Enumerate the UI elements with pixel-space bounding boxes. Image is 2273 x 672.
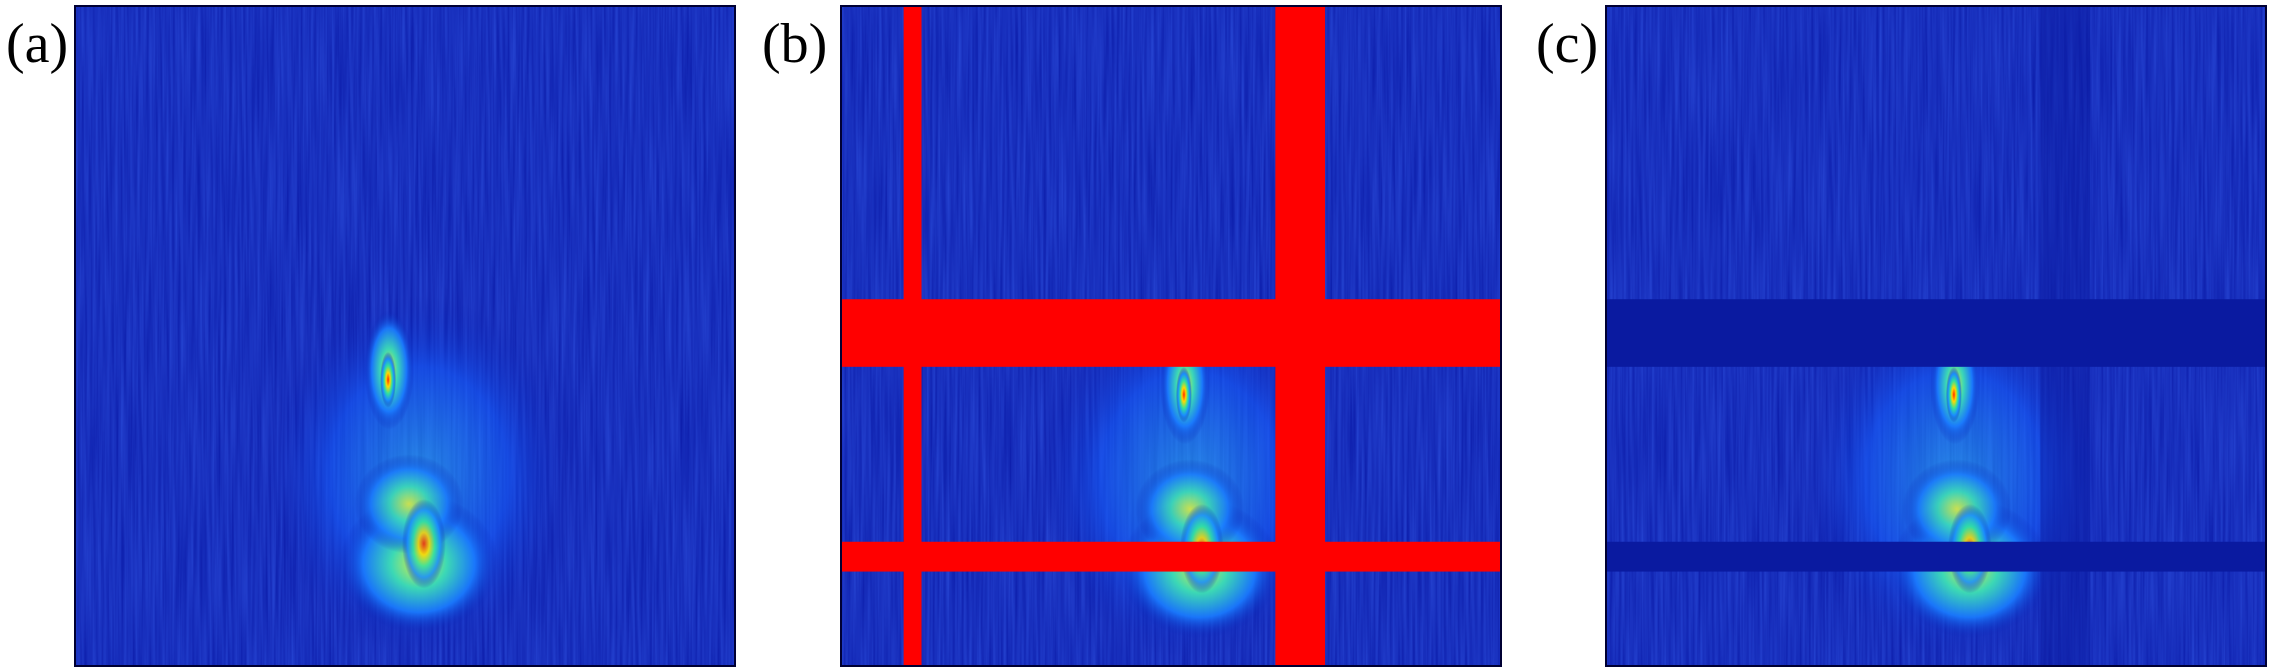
spectrogram-panel-b — [840, 5, 1502, 667]
panel-label-a: (a) — [6, 13, 69, 75]
filled-band-horizontal-bottom — [1607, 541, 2265, 572]
spectrogram-panel-c — [1605, 5, 2267, 667]
spectrogram-image-a — [76, 7, 734, 665]
mask-band-horizontal-bottom — [842, 541, 1500, 572]
filled-band-vertical-right — [2040, 7, 2091, 665]
panel-label-b: (b) — [762, 13, 828, 75]
panel-label-c: (c) — [1536, 13, 1599, 75]
spectrogram-image-c — [1607, 7, 2265, 665]
mask-band-horizontal-top — [842, 299, 1500, 367]
spectrogram-image-b — [842, 7, 1500, 665]
spectrogram-panel-a — [74, 5, 736, 667]
filled-band-horizontal-top — [1607, 299, 2265, 367]
